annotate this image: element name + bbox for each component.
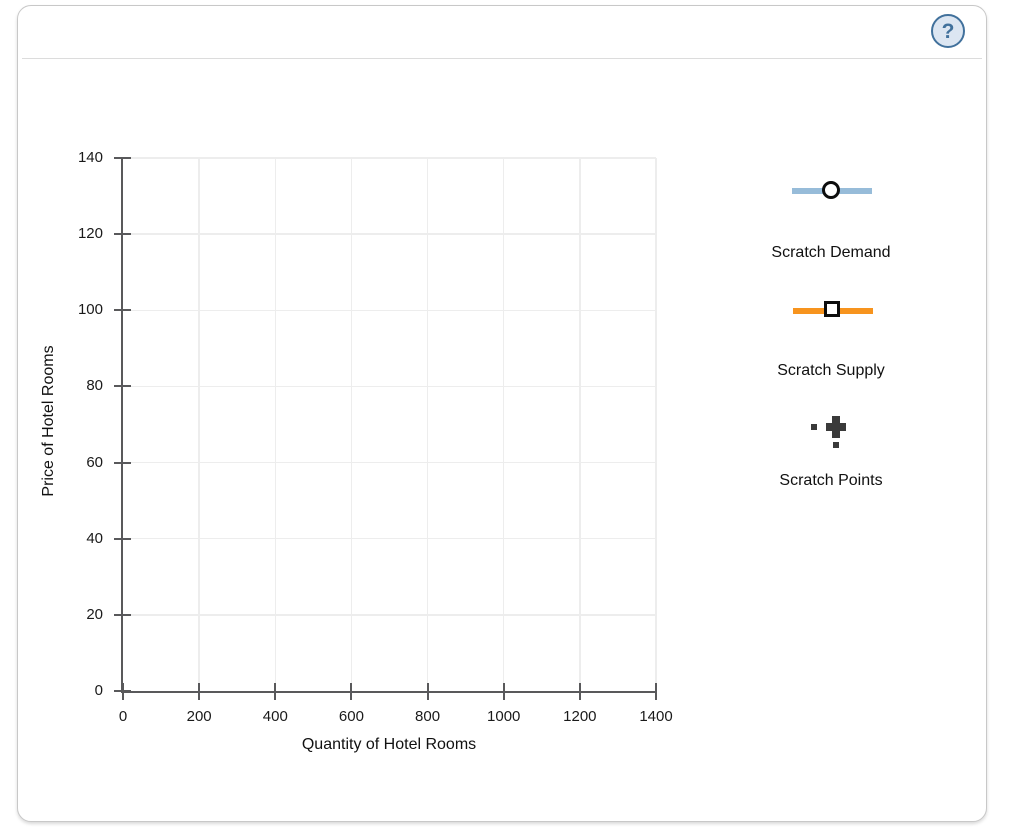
y-tick: [114, 157, 131, 159]
y-tick-label: 60: [86, 453, 103, 471]
y-tick-label: 140: [77, 149, 103, 166]
y-tick: [114, 690, 131, 692]
y-tick-label: 120: [77, 225, 103, 243]
gridline: [198, 158, 200, 691]
gridline: [123, 157, 656, 159]
x-tick-label: 600: [338, 708, 364, 725]
gridline: [350, 158, 353, 691]
y-tick: [114, 613, 131, 616]
gridline: [123, 385, 656, 388]
gridline: [502, 158, 505, 691]
gridline: [123, 461, 656, 464]
x-tick-label: 200: [186, 708, 212, 725]
y-tick: [114, 461, 131, 464]
header-divider: [22, 58, 982, 59]
x-tick-label: 1400: [639, 708, 673, 725]
y-tick: [114, 385, 131, 388]
gridline: [655, 158, 657, 691]
plot-area[interactable]: [121, 158, 656, 693]
scratch-supply-label: Scratch Supply: [777, 362, 885, 379]
scratch-demand-label: Scratch Demand: [771, 244, 891, 261]
gridline: [274, 158, 277, 691]
points-plus-icon: [826, 423, 846, 431]
gridline: [426, 158, 429, 691]
y-tick-label: 0: [94, 682, 103, 699]
y-tick-label: 20: [86, 605, 103, 623]
points-dot-icon: [833, 442, 839, 448]
gridline: [123, 309, 656, 312]
help-button[interactable]: ?: [931, 14, 965, 48]
supply-square-handle-icon: [824, 301, 840, 317]
x-tick: [198, 683, 201, 700]
x-tick-label: 800: [415, 708, 441, 725]
scratch-demand-tool[interactable]: [792, 176, 872, 206]
question-panel: ? Quantity of Hotel Rooms Price of Hotel…: [17, 5, 987, 822]
y-tick-label: 80: [86, 377, 103, 395]
x-tick: [274, 683, 277, 700]
x-tick-label: 400: [262, 708, 288, 725]
x-tick: [350, 683, 353, 700]
scratch-points-tool[interactable]: [806, 411, 850, 457]
x-tick: [655, 683, 657, 700]
y-tick: [114, 537, 131, 540]
points-dot-icon: [811, 424, 817, 430]
gridline: [579, 158, 581, 691]
x-tick: [502, 683, 505, 700]
question-mark-icon: ?: [941, 19, 955, 43]
x-axis-title: Quantity of Hotel Rooms: [301, 736, 477, 753]
gridline: [123, 233, 656, 235]
scratch-points-label: Scratch Points: [779, 472, 883, 489]
x-tick: [578, 683, 581, 700]
x-tick-label: 1000: [487, 708, 521, 725]
gridline: [123, 614, 656, 616]
x-tick: [426, 683, 429, 700]
y-tick-label: 40: [86, 529, 103, 547]
y-axis-title: Price of Hotel Rooms: [40, 345, 57, 497]
demand-circle-handle-icon: [822, 181, 840, 199]
gridline: [123, 537, 656, 540]
y-tick: [114, 309, 131, 312]
x-tick-label: 1200: [563, 708, 597, 725]
chart: Quantity of Hotel Rooms Price of Hotel R…: [18, 6, 986, 821]
y-tick: [114, 233, 131, 236]
y-tick-label: 100: [77, 301, 103, 319]
x-tick-label: 0: [118, 708, 128, 725]
scratch-supply-tool[interactable]: [793, 298, 873, 328]
